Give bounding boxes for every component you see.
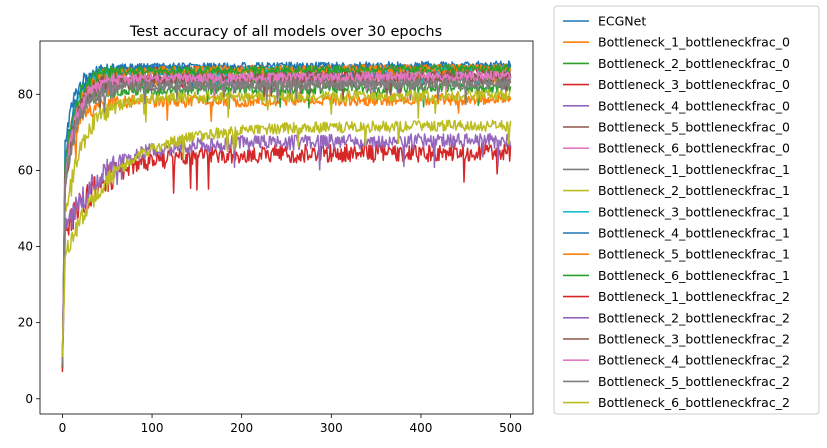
legend-label: Bottleneck_2_bottleneckfrac_2 <box>598 310 790 325</box>
series-line-6 <box>61 73 512 369</box>
series-line-17 <box>61 70 512 361</box>
series-line-8 <box>61 74 512 361</box>
series-line-9 <box>61 88 511 365</box>
legend-label: Bottleneck_2_bottleneckfrac_1 <box>598 183 790 198</box>
y-tick-label: 80 <box>18 87 33 101</box>
series-line-5 <box>61 70 511 361</box>
series-line-7 <box>61 70 512 365</box>
legend-label: Bottleneck_5_bottleneckfrac_1 <box>598 247 790 262</box>
series-line-16 <box>61 70 512 369</box>
legend-label: Bottleneck_6_bottleneckfrac_0 <box>598 141 790 156</box>
series-line-2 <box>61 92 512 361</box>
series-line-13 <box>61 63 512 365</box>
series-line-15 <box>61 132 512 365</box>
legend-label: Bottleneck_4_bottleneckfrac_2 <box>598 353 790 368</box>
legend-label: Bottleneck_3_bottleneckfrac_1 <box>598 204 790 219</box>
legend: ECGNet Bottleneck_1_bottleneckfrac_0 Bottl… <box>553 5 820 415</box>
legend-label: Bottleneck_1_bottleneckfrac_1 <box>598 162 790 177</box>
legend-entries: ECGNet Bottleneck_1_bottleneckfrac_0 Bottl… <box>563 14 790 410</box>
legend-label: Bottleneck_1_bottleneckfrac_0 <box>598 35 790 50</box>
y-tick-label: 0 <box>25 392 33 406</box>
x-tick-label: 400 <box>410 421 433 435</box>
legend-label: Bottleneck_6_bottleneckfrac_1 <box>598 268 790 283</box>
series-line-4 <box>61 63 512 373</box>
y-tick-label: 40 <box>18 240 33 254</box>
x-tick-label: 0 <box>59 421 67 435</box>
series-line-19 <box>61 119 512 357</box>
plot-lines <box>61 60 512 373</box>
legend-label: Bottleneck_5_bottleneckfrac_2 <box>598 374 790 389</box>
legend-label: Bottleneck_3_bottleneckfrac_2 <box>598 332 790 347</box>
series-line-18 <box>61 78 512 365</box>
legend-label: Bottleneck_2_bottleneckfrac_0 <box>598 56 790 71</box>
legend-label: Bottleneck_4_bottleneckfrac_1 <box>598 226 790 241</box>
x-tick-label: 100 <box>141 421 164 435</box>
x-tick-label: 300 <box>320 421 343 435</box>
y-tick-label: 20 <box>18 316 33 330</box>
plot-frame <box>39 40 534 415</box>
legend-label: Bottleneck_3_bottleneckfrac_0 <box>598 77 790 92</box>
series-line-1 <box>61 63 511 369</box>
x-tick-label: 500 <box>499 421 522 435</box>
series-line-10 <box>61 64 512 369</box>
legend-label: ECGNet <box>598 14 646 29</box>
x-tick-label: 200 <box>230 421 253 435</box>
y-axis-ticks: 0 20 40 60 80 <box>18 87 40 406</box>
x-axis-ticks: 0 100 200 300 400 500 <box>59 414 522 435</box>
legend-label: Bottleneck_1_bottleneckfrac_2 <box>598 289 790 304</box>
legend-label: Bottleneck_6_bottleneckfrac_2 <box>598 395 790 410</box>
legend-label: Bottleneck_4_bottleneckfrac_0 <box>598 98 790 113</box>
legend-frame <box>553 5 820 415</box>
y-tick-label: 60 <box>18 163 33 177</box>
legend-label: Bottleneck_5_bottleneckfrac_0 <box>598 120 790 135</box>
chart-title: Test accuracy of all models over 30 epoc… <box>129 24 442 40</box>
series-line-12 <box>61 63 512 365</box>
series-line-14 <box>61 142 512 369</box>
